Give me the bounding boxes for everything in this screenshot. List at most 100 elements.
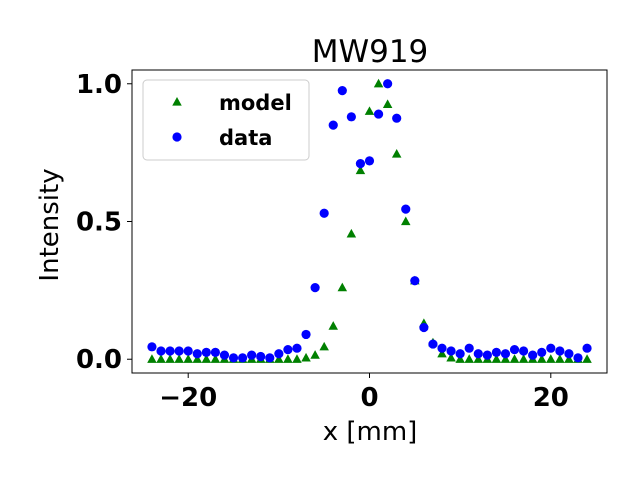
model-point [337,282,348,292]
data-point [265,353,275,363]
model-point [283,354,293,363]
data-point [582,343,592,353]
data-point [383,79,393,89]
data-point [201,347,211,357]
data-point [482,350,492,360]
y-axis-label: Intensity [35,168,65,281]
data-point [319,208,329,218]
model-point [582,354,592,363]
model-point [546,354,556,363]
data-point [174,346,184,356]
model-point [464,354,474,363]
data-point [165,346,175,356]
data-point [419,322,429,333]
legend: model data [142,79,310,161]
model-point [346,228,357,238]
x-tick-label: 20 [533,383,569,413]
model-point [536,354,547,363]
model-point [301,352,311,362]
data-point [310,283,320,293]
model-point [446,352,456,362]
model-point [355,165,366,175]
y-tick-label: 1.0 [76,70,122,100]
model-point [183,354,193,363]
chart-title: MW919 [312,34,429,70]
data-point [428,339,438,349]
model-point [292,354,302,363]
legend-model-marker [172,97,182,106]
model-point [401,216,411,226]
model-point [455,354,465,363]
data-point [301,329,311,340]
y-tick-label: 0.5 [76,208,122,238]
series-data [147,79,592,363]
data-point [219,350,230,360]
data-point [509,344,520,355]
data-point [283,344,293,355]
legend-model-label: model [219,91,292,115]
model-point [473,354,484,363]
data-point [573,353,583,363]
data-point [256,351,266,362]
data-point [247,350,257,360]
x-tick-label: −20 [159,383,217,413]
model-point [555,354,565,363]
model-point [491,354,502,363]
plot-frame [131,69,608,374]
data-point [546,343,556,353]
axis-ticks: −20 0 20 0.0 0.5 1.0 [76,70,569,413]
data-point [346,112,356,122]
data-point [147,342,157,352]
model-point [147,354,157,363]
data-point [156,346,166,356]
model-point [210,354,221,363]
y-tick-label: 0.0 [76,345,122,375]
data-point [401,204,411,214]
data-point [528,350,538,360]
data-point [464,343,474,353]
data-point [473,349,483,359]
model-point [328,321,338,330]
model-point [274,354,284,363]
model-point [319,341,329,351]
legend-data-marker [172,132,182,142]
model-point [518,354,529,363]
model-point [364,106,375,115]
legend-box [142,79,310,161]
data-point [537,347,547,357]
data-point [228,353,239,363]
model-point [156,354,166,363]
data-point [210,347,220,357]
model-point [564,354,574,363]
model-point [192,354,203,363]
data-point [519,346,529,356]
data-point [392,113,402,123]
data-point [337,86,347,96]
data-point [491,347,502,357]
data-point [364,156,375,166]
data-point [555,346,565,356]
model-point [174,354,184,363]
x-tick-label: 0 [360,383,378,413]
model-point [509,354,520,363]
data-point [183,346,193,356]
model-point [201,354,212,363]
data-point [455,349,465,359]
model-point [310,350,320,359]
model-point [391,149,402,158]
data-point [292,343,302,353]
data-point [437,343,447,353]
data-points [147,78,592,363]
data-point [274,349,284,359]
data-point [410,276,420,286]
data-point [373,109,384,119]
data-point [192,349,202,359]
model-point [382,99,393,109]
model-point [165,354,175,363]
data-point [328,120,338,130]
legend-entries: model data [172,91,292,150]
data-point [564,349,574,359]
model-point [373,78,384,88]
x-axis-label: x [mm] [323,417,418,447]
